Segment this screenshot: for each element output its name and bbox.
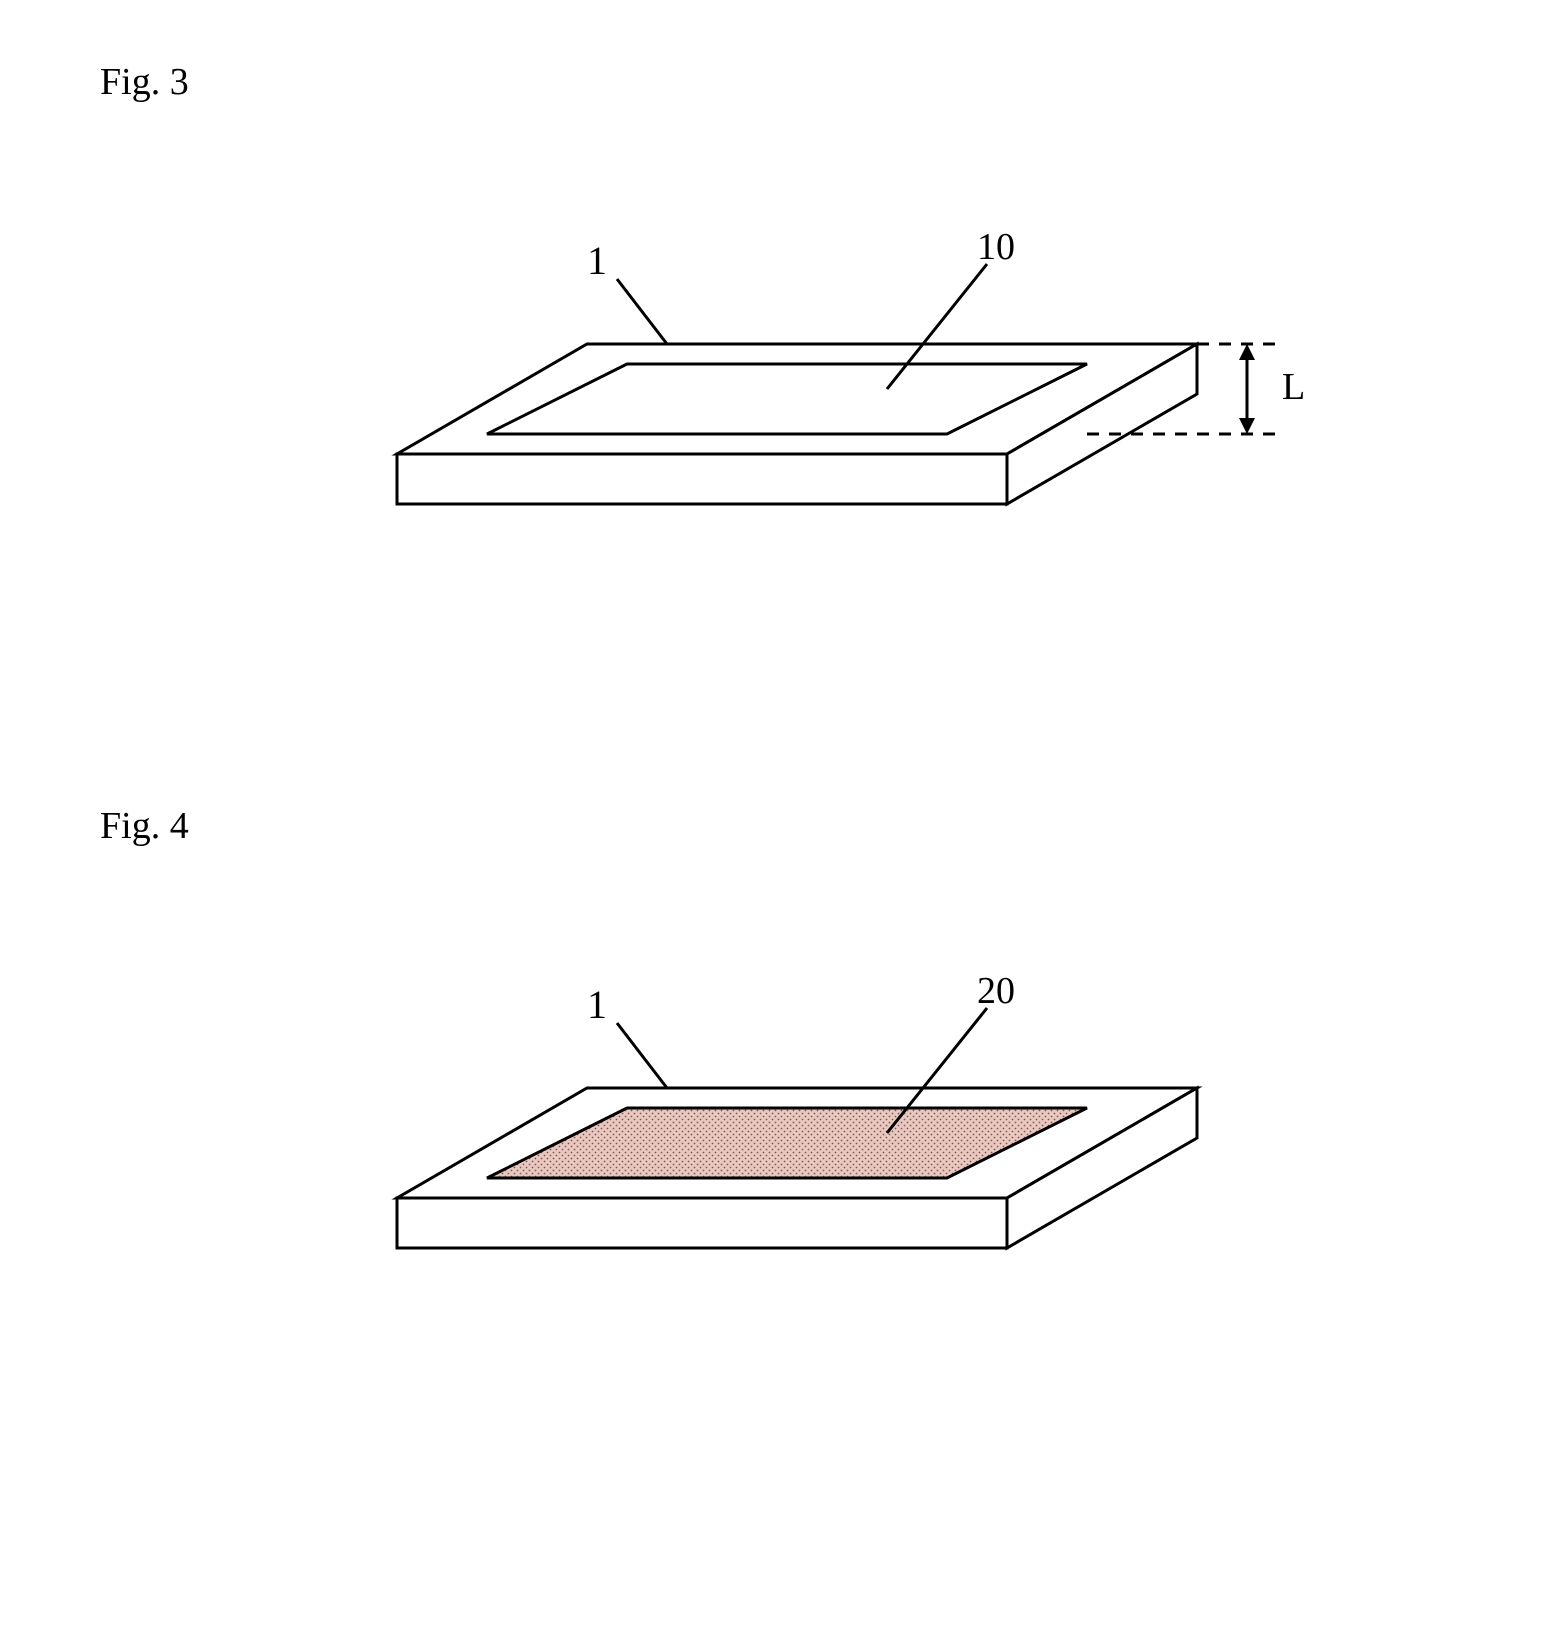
leader-line-1 (617, 1023, 667, 1088)
figure-4-svg: 1 20 (177, 908, 1377, 1408)
label-10: 10 (977, 226, 1015, 268)
figure-3-label: Fig. 3 (100, 60, 1473, 104)
label-L: L (1282, 366, 1305, 408)
leader-line-1 (617, 279, 667, 344)
figure-3-svg: 1 10 L (177, 164, 1377, 664)
dim-arrow-bottom (1239, 418, 1255, 434)
dim-arrow-top (1239, 344, 1255, 360)
figure-4-label: Fig. 4 (100, 804, 1473, 848)
figure-3-container: Fig. 3 1 10 L (80, 60, 1473, 664)
label-1: 1 (587, 982, 607, 1027)
label-20: 20 (977, 970, 1015, 1012)
figure-4-container: Fig. 4 1 20 (80, 804, 1473, 1408)
plate-front-face (397, 454, 1007, 504)
label-1: 1 (587, 238, 607, 283)
plate-front-face (397, 1198, 1007, 1248)
